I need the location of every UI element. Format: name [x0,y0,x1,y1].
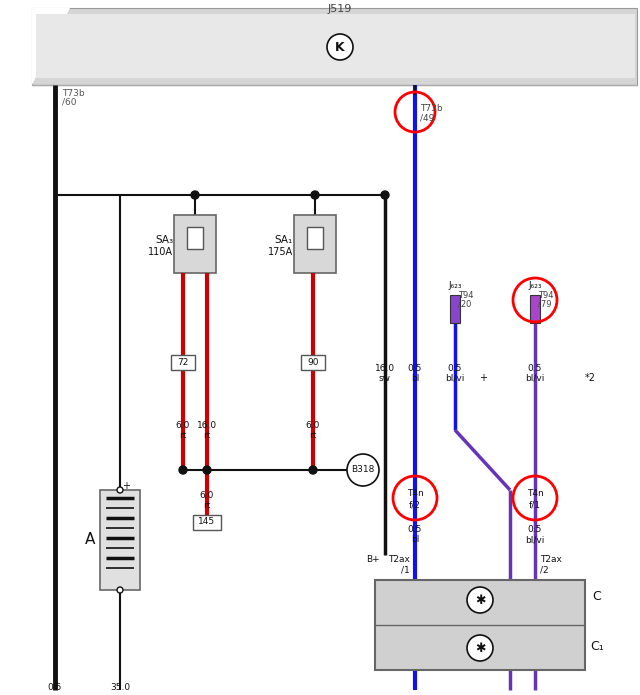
Circle shape [191,191,199,199]
Text: sw: sw [379,373,391,382]
Text: 35.0: 35.0 [110,682,130,692]
FancyBboxPatch shape [375,580,585,670]
Text: 0.5: 0.5 [448,363,462,373]
Text: /60: /60 [62,97,77,106]
Text: *2: *2 [584,373,595,383]
Text: T4n: T4n [406,489,424,498]
Text: C₁: C₁ [590,641,604,653]
FancyBboxPatch shape [294,215,336,273]
Text: ✱: ✱ [475,641,485,655]
Text: f/2: f/2 [409,500,421,509]
Text: bl/vi: bl/vi [445,373,465,382]
Circle shape [467,587,493,613]
Text: 6.0: 6.0 [176,420,190,430]
Text: 16.0: 16.0 [375,363,395,373]
Text: J₆₂₃: J₆₂₃ [448,281,461,290]
Text: rt: rt [309,430,317,439]
Text: bl/vi: bl/vi [525,536,545,544]
Text: 0.5: 0.5 [528,363,542,373]
Text: 6.0: 6.0 [306,420,320,430]
FancyBboxPatch shape [307,227,323,249]
Text: /49: /49 [420,113,435,122]
Circle shape [309,466,317,474]
Polygon shape [32,8,70,85]
Circle shape [327,34,353,60]
Text: bl: bl [411,373,419,382]
Text: bl/vi: bl/vi [525,373,545,382]
Text: 145: 145 [198,518,216,527]
Text: 110A: 110A [148,247,173,257]
Text: 6.0: 6.0 [200,491,214,500]
Text: T73b: T73b [62,88,84,97]
Text: T2ax: T2ax [540,555,562,564]
Text: B318: B318 [351,466,374,475]
Polygon shape [36,14,635,78]
Text: 90: 90 [307,357,319,366]
Text: C: C [593,591,602,603]
Text: A: A [85,532,95,548]
Text: J₆₂₃: J₆₂₃ [528,281,541,290]
Text: /79: /79 [538,300,552,309]
Circle shape [117,587,123,593]
Text: T94: T94 [458,291,474,300]
Text: T73b: T73b [420,104,443,113]
FancyBboxPatch shape [193,515,221,530]
Circle shape [179,466,187,474]
Text: bl: bl [411,536,419,544]
Polygon shape [32,8,637,85]
FancyBboxPatch shape [100,490,140,590]
Text: rt: rt [204,500,211,509]
Text: rt: rt [179,430,187,439]
Circle shape [311,191,319,199]
Circle shape [467,635,493,661]
Circle shape [203,466,211,474]
Text: SA₃: SA₃ [155,235,173,245]
Text: T2ax: T2ax [388,555,410,564]
FancyBboxPatch shape [187,227,203,249]
FancyBboxPatch shape [530,295,540,323]
Text: 0.5: 0.5 [528,525,542,534]
FancyBboxPatch shape [301,355,325,370]
Text: ✱: ✱ [475,594,485,607]
FancyBboxPatch shape [450,295,460,323]
Text: 0.5: 0.5 [408,525,422,534]
Text: 0.5: 0.5 [408,363,422,373]
Circle shape [381,191,389,199]
Text: K: K [335,40,345,54]
Text: J519: J519 [328,4,352,14]
FancyBboxPatch shape [174,215,216,273]
Text: +: + [479,373,487,383]
Text: +: + [122,481,130,491]
Circle shape [117,487,123,493]
FancyBboxPatch shape [171,355,195,370]
Text: 16.0: 16.0 [197,420,217,430]
Text: rt: rt [204,430,211,439]
Text: /1: /1 [401,566,410,575]
Text: 175A: 175A [268,247,293,257]
Circle shape [347,454,379,486]
Text: 0.5: 0.5 [48,682,62,692]
Text: /20: /20 [458,300,472,309]
Text: f/1: f/1 [529,500,541,509]
Text: 72: 72 [177,357,189,366]
Text: /2: /2 [540,566,548,575]
Text: T4n: T4n [527,489,543,498]
Text: T94: T94 [538,291,554,300]
Text: SA₁: SA₁ [275,235,293,245]
Text: B+: B+ [366,555,380,564]
